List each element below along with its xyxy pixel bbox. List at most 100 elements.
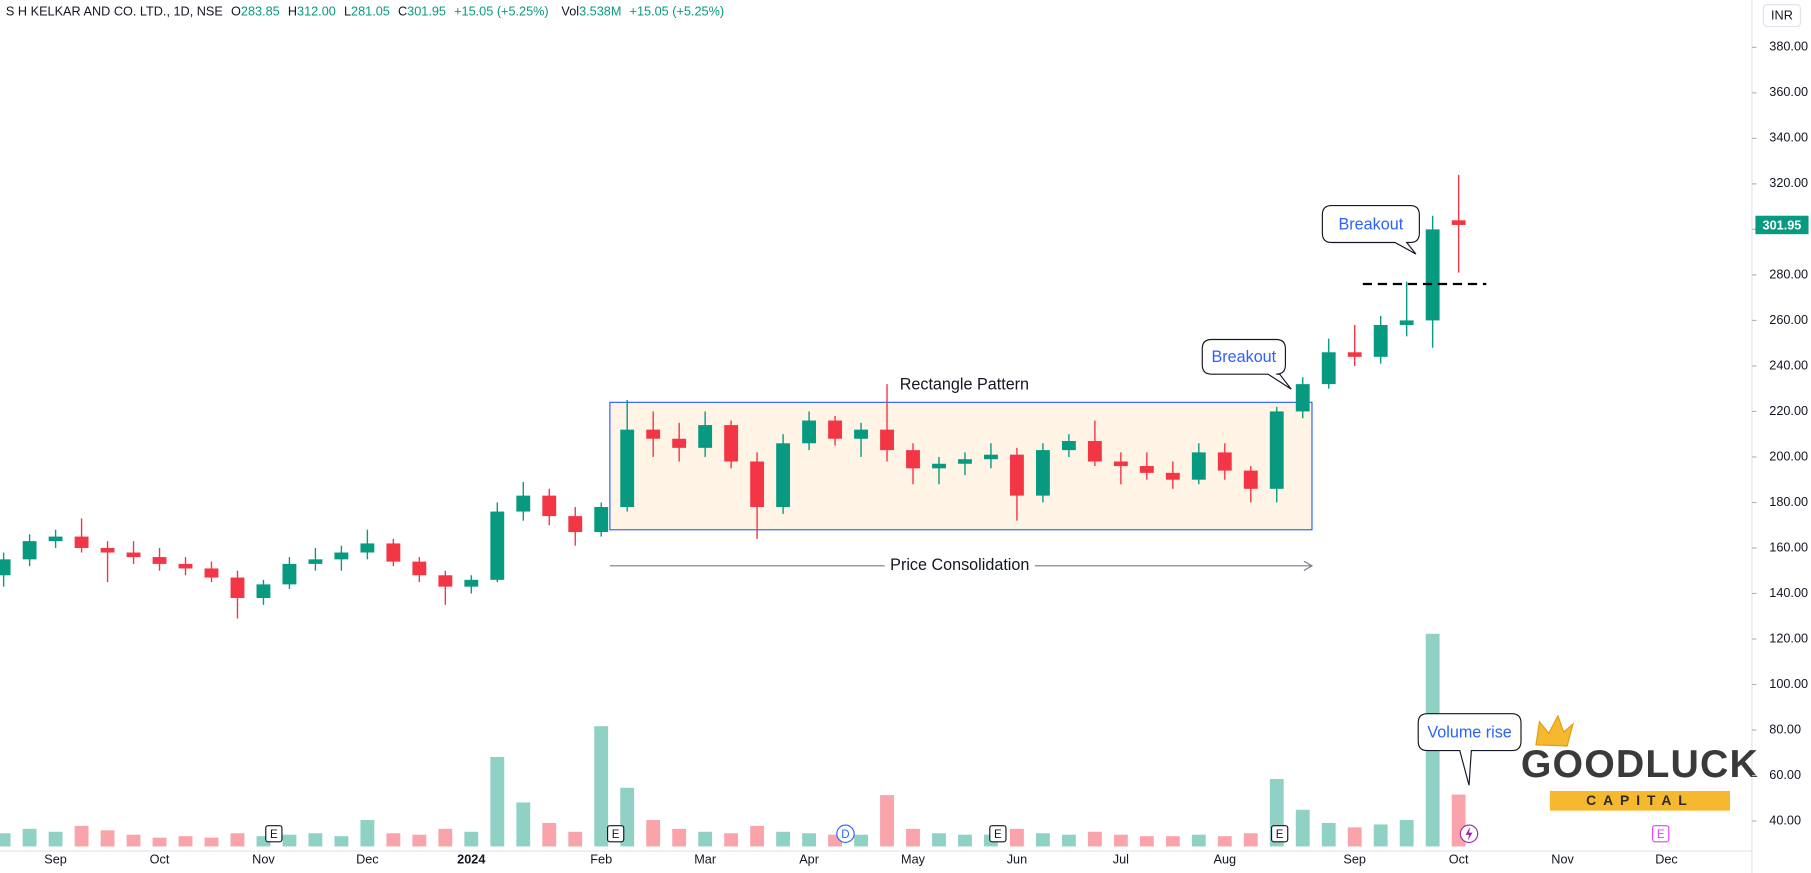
candle-body bbox=[1347, 352, 1362, 357]
volume-bar bbox=[100, 830, 115, 847]
volume-bar bbox=[308, 833, 323, 847]
volume-bar bbox=[646, 820, 661, 847]
candle-body bbox=[464, 579, 479, 587]
volume-bar bbox=[1373, 824, 1388, 847]
x-tick-label: Apr bbox=[799, 853, 820, 867]
candle-body bbox=[490, 511, 505, 580]
event-marker[interactable] bbox=[606, 825, 625, 843]
y-tick-label: 380.00 bbox=[1769, 40, 1808, 54]
candle-body bbox=[750, 461, 765, 508]
candle-body bbox=[360, 543, 375, 553]
candle-body bbox=[724, 425, 739, 462]
consolidation-label-bg bbox=[884, 555, 1035, 577]
x-tick-label: 2024 bbox=[457, 853, 485, 867]
currency: INR bbox=[1771, 9, 1793, 23]
y-tick-label: 80.00 bbox=[1769, 722, 1801, 736]
currency-box[interactable] bbox=[1762, 4, 1802, 28]
candle-body bbox=[1399, 320, 1414, 325]
consolidation-arrowhead bbox=[1303, 560, 1314, 571]
x-tick-label: Dec bbox=[356, 853, 379, 867]
low-label: L bbox=[344, 5, 351, 19]
candle-body bbox=[126, 552, 141, 558]
event-marker[interactable] bbox=[265, 825, 283, 843]
volume-bar bbox=[880, 795, 894, 847]
volume-bar bbox=[1113, 834, 1128, 847]
volume-bar bbox=[152, 837, 167, 847]
candle-body bbox=[256, 584, 271, 599]
candle-body bbox=[386, 543, 401, 562]
candle-body bbox=[958, 459, 972, 464]
candle-body bbox=[516, 495, 531, 512]
event-marker[interactable] bbox=[1652, 825, 1670, 843]
candle-body bbox=[542, 495, 557, 517]
candle-body bbox=[1165, 472, 1180, 480]
candle-body bbox=[0, 559, 11, 576]
volume-bar bbox=[750, 825, 765, 847]
y-tick-label: 180.00 bbox=[1769, 495, 1808, 509]
y-tick-label: 120.00 bbox=[1769, 631, 1808, 645]
volume-bar bbox=[776, 831, 791, 847]
candle-body bbox=[282, 563, 297, 585]
candle-layer bbox=[0, 174, 1466, 619]
volume-bar bbox=[282, 834, 297, 847]
candle-body bbox=[984, 454, 998, 460]
x-tick-label: Dec bbox=[1655, 853, 1678, 867]
volume-bar bbox=[1191, 834, 1206, 847]
candle-body bbox=[854, 429, 868, 439]
volume-value: 3.538M bbox=[579, 5, 621, 19]
close-value: 301.95 bbox=[407, 5, 446, 19]
lightning-icon bbox=[1465, 826, 1473, 841]
consolidation-label: Price Consolidation bbox=[890, 556, 1029, 574]
callout-box bbox=[1321, 204, 1420, 255]
close-label: C bbox=[398, 5, 407, 19]
x-tick-label: Aug bbox=[1214, 853, 1237, 867]
candle-body bbox=[1113, 461, 1128, 467]
y-tick-label: 60.00 bbox=[1769, 768, 1801, 782]
volume-change: +15.05 (+5.25%) bbox=[630, 5, 725, 19]
volume-bar bbox=[256, 836, 271, 847]
candle-body bbox=[906, 450, 920, 469]
event-label: D bbox=[841, 829, 849, 841]
volume-bar bbox=[1399, 820, 1414, 847]
candle-body bbox=[1269, 411, 1284, 489]
y-tick-label: 280.00 bbox=[1769, 267, 1808, 281]
x-tick-label: Feb bbox=[590, 853, 612, 867]
event-marker[interactable] bbox=[836, 824, 855, 843]
volume-bar bbox=[724, 833, 739, 847]
y-tick-label: 140.00 bbox=[1769, 586, 1808, 600]
candle-body bbox=[620, 429, 635, 508]
y-tick-label: 360.00 bbox=[1769, 85, 1808, 99]
legend: S H KELKAR AND CO. LTD., 1D, NSE O283.85… bbox=[6, 5, 724, 19]
volume-bar bbox=[360, 820, 375, 847]
y-tick-label: 220.00 bbox=[1769, 404, 1808, 418]
volume-bar bbox=[48, 831, 63, 847]
candle-body bbox=[48, 536, 63, 542]
last-price-badge bbox=[1755, 215, 1809, 235]
volume-bar bbox=[204, 837, 219, 847]
volume-label: Vol bbox=[561, 5, 579, 19]
high-value: 312.00 bbox=[297, 5, 336, 19]
x-tick-label: Jun bbox=[1007, 853, 1027, 867]
candle-body bbox=[1321, 352, 1336, 385]
symbol-title: S H KELKAR AND CO. LTD., 1D, NSE bbox=[6, 5, 223, 19]
rectangle-pattern bbox=[609, 401, 1313, 531]
candle-body bbox=[152, 557, 167, 564]
callout-box bbox=[1417, 713, 1522, 786]
open-label: O bbox=[231, 5, 241, 19]
volume-bar bbox=[334, 836, 349, 847]
logo-bar bbox=[1549, 791, 1730, 811]
event-label: E bbox=[270, 829, 278, 841]
candle-body bbox=[1451, 220, 1466, 225]
logo-crown bbox=[1535, 714, 1574, 747]
candle-body bbox=[230, 577, 245, 599]
event-label: E bbox=[994, 829, 1002, 841]
candle-body bbox=[1425, 229, 1440, 321]
candle-body bbox=[672, 438, 687, 448]
event-marker[interactable] bbox=[989, 825, 1007, 843]
event-marker[interactable] bbox=[1270, 825, 1289, 843]
volume-bar bbox=[828, 834, 842, 847]
volume-bar bbox=[412, 834, 427, 847]
volume-bar bbox=[1243, 833, 1258, 847]
